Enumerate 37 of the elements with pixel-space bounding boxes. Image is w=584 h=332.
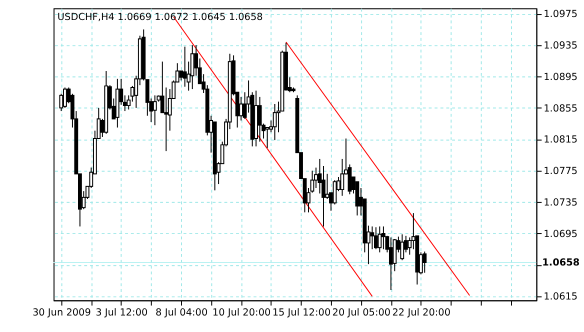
x-tick-label: 22 Jul 20:00 [392,307,451,318]
chart-title: USDCHF,H4 1.0669 1.0672 1.0645 1.0658 [57,12,263,23]
y-tick-label: 1.0975 [544,9,578,20]
y-tick-label: 1.0935 [544,40,578,52]
y-tick-label: 1.0815 [544,134,578,146]
candlestick [340,158,344,196]
y-tick-label: 1.0735 [544,198,578,209]
candlestick [381,226,386,250]
candlestick [182,46,187,88]
candlestick [325,173,330,200]
candlestick [332,180,337,205]
y-tick-label: 1.0695 [544,228,578,240]
y-tick-label: 1.0615 [544,292,578,303]
candlestick [400,234,404,261]
y-tick-label: 1.0895 [544,72,578,83]
candlestick [370,226,374,250]
candlestick [152,94,157,126]
candlestick [164,87,168,152]
candlestick [272,104,277,141]
y-tick-label: 1.0855 [544,103,578,114]
x-tick-label: 8 Jul 04:00 [156,307,208,318]
candlestick [314,167,318,188]
x-tick-label: 15 Jul 12:00 [272,307,331,318]
candlestick [378,226,382,253]
candlestick [374,226,378,250]
candlestick [190,44,194,90]
x-tick-label: 20 Jul 05:00 [332,307,391,318]
y-tick-label: 1.0775 [544,166,578,178]
candlestick [258,96,262,142]
ref-line-label: 1.0658 [542,257,580,268]
candlestick [63,87,67,108]
x-tick-label: 30 Jun 2009 [32,307,91,318]
candlestick [422,251,427,274]
candlestick [388,236,393,291]
candlestick [265,127,270,148]
x-tick-label: 10 Jul 20:00 [212,307,271,318]
x-tick-label: 3 Jul 12:00 [96,307,148,318]
